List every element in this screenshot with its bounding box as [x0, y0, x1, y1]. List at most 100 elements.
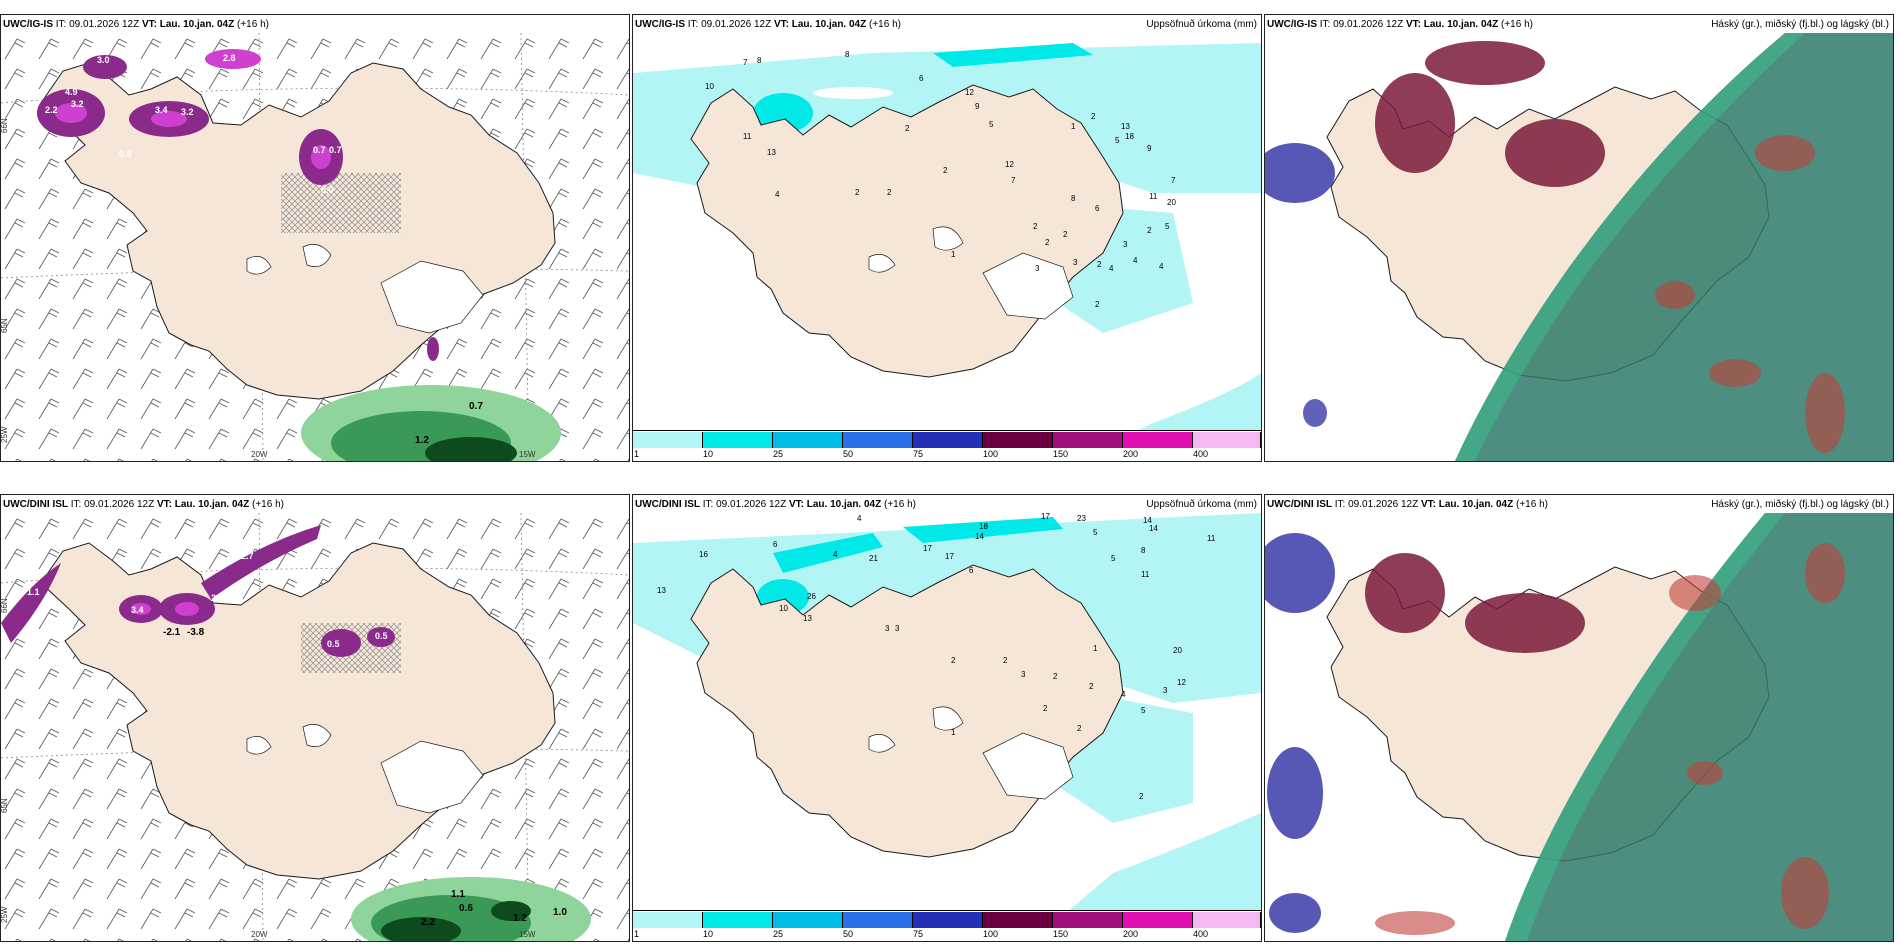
wind-value: 4.9	[65, 87, 78, 97]
precip-label: 8	[1071, 194, 1076, 203]
panel-ig-wind: UWC/IG-IS IT: 09.01.2026 12Z VT: Lau. 10…	[0, 14, 630, 462]
precip-label: 1	[1093, 644, 1098, 653]
colorbar-tick: 75	[913, 929, 924, 939]
precip-label: 3	[895, 624, 900, 633]
colorbar-swatch	[913, 912, 983, 928]
precip-label: 2	[855, 188, 860, 197]
precip-label: 9	[1147, 144, 1152, 153]
panel-right-title: Uppsöfnuð úrkoma (mm)	[1146, 499, 1257, 510]
precip-label: 5	[1111, 554, 1116, 563]
colorbar: 1 10 25 50 75 100 150 200 400	[633, 910, 1261, 941]
precip-label: 2	[1053, 672, 1058, 681]
precip-label: 20	[1167, 198, 1176, 207]
wind-value: 2.1	[211, 593, 224, 603]
precip-label: 7	[743, 58, 748, 67]
colorbar-swatch	[843, 432, 913, 448]
precip-label: 2	[1063, 230, 1068, 239]
cloud-high-low	[1265, 533, 1585, 933]
wind-value: 2.2	[421, 917, 435, 928]
wind-value: 0.7	[469, 401, 483, 412]
cloud-low-red	[1655, 135, 1845, 453]
panel-right-title: Háský (gr.), miðský (fj.bl.) og lágský (…	[1711, 499, 1889, 510]
wind-value: 0.7	[313, 145, 326, 155]
panel-header: UWC/IG-IS IT: 09.01.2026 12Z VT: Lau. 10…	[3, 19, 269, 30]
colorbar-tick: 400	[1193, 929, 1209, 939]
colorbar-swatch	[633, 432, 703, 448]
colorbar-tick: 75	[913, 449, 924, 459]
precip-label: 4	[1109, 264, 1114, 273]
lon-label: 25W	[1, 426, 9, 443]
colorbar-swatch	[773, 432, 843, 448]
precip-label: 2	[1097, 260, 1102, 269]
cloud-map	[1265, 513, 1893, 941]
precip-label: 18	[1125, 132, 1134, 141]
precip-label: 2	[951, 656, 956, 665]
precip-label: 4	[857, 514, 862, 523]
lon-label: 15W	[519, 450, 536, 459]
lon-label: 20W	[251, 450, 268, 459]
precip-label: 4	[1121, 690, 1126, 699]
colorbar-tick: 50	[843, 449, 854, 459]
wind-value: 3.0	[97, 55, 110, 65]
precip-label: 14	[1143, 516, 1152, 525]
precip-label: 1	[1071, 122, 1076, 131]
precip-label: 23	[1077, 514, 1086, 523]
precip-label: 3	[1163, 686, 1168, 695]
precip-label: 5	[1093, 528, 1098, 537]
precip-label: 12	[1005, 160, 1014, 169]
precip-label: 2	[1139, 792, 1144, 801]
wind-value: 0.5	[327, 639, 340, 649]
precip-label: 16	[699, 550, 708, 559]
colorbar-swatch	[983, 912, 1053, 928]
wind-value: 3.4	[155, 105, 168, 115]
colorbar-swatch	[1053, 432, 1123, 448]
precip-label: 2	[1091, 112, 1096, 121]
precip-label: 2	[1003, 656, 1008, 665]
precip-label: 7	[1171, 176, 1176, 185]
colorbar-tick: 1	[634, 929, 640, 939]
panel-right-title: Uppsöfnuð úrkoma (mm)	[1146, 19, 1257, 30]
panel-dini-wind: UWC/DINI ISL IT: 09.01.2026 12Z VT: Lau.…	[0, 494, 630, 942]
wind-value: 1.0	[553, 907, 567, 918]
colorbar-swatch	[843, 912, 913, 928]
wind-value: 2.2	[45, 105, 58, 115]
precip-label: 2	[1147, 226, 1152, 235]
colorbar-swatch	[703, 432, 773, 448]
precip-label: 13	[803, 614, 812, 623]
colorbar-swatch	[1123, 432, 1193, 448]
precip-green	[301, 385, 561, 461]
colorbar-tick: 25	[773, 929, 784, 939]
precip-label: 17	[1041, 513, 1050, 521]
precip-label: 4	[833, 550, 838, 559]
precip-label: 6	[1095, 204, 1100, 213]
colorbar-swatch	[983, 432, 1053, 448]
precip-label: 8	[1141, 546, 1146, 555]
panel-ig-cloud: UWC/IG-IS IT: 09.01.2026 12Z VT: Lau. 10…	[1264, 14, 1894, 462]
colorbar: 1 10 25 50 75 100 150 200 400	[633, 430, 1261, 461]
precip-label: 11	[1141, 570, 1150, 579]
panel-header: UWC/IG-IS IT: 09.01.2026 12Z VT: Lau. 10…	[635, 19, 901, 30]
lon-label: 15W	[519, 930, 536, 939]
precip-label: 1	[951, 250, 956, 259]
cloud-map	[1265, 33, 1893, 461]
lon-label: 25W	[1, 906, 9, 923]
iceland-land	[690, 564, 1124, 858]
precip-purple	[37, 49, 439, 361]
colorbar-tick: 10	[703, 449, 714, 459]
hatch-area	[281, 173, 401, 233]
wind-value: 3.2	[181, 107, 194, 117]
glaciers	[868, 706, 1074, 800]
colorbar-tick: 200	[1123, 449, 1139, 459]
precip-label: 13	[767, 148, 776, 157]
precip-purple	[1, 525, 395, 657]
wind-value: 0.6	[459, 903, 473, 914]
wind-map: 3.0 2.8 4.9 3.2 2.2 3.4 3.2 0.8 0.7 0.7 …	[1, 33, 629, 461]
colorbar-swatch	[1193, 432, 1261, 448]
precip-label: 12	[1177, 678, 1186, 687]
wind-map: 2.7 1.1 3.4 2.1 0.5 0.5 -2.1 -3.8 1.1 0.…	[1, 513, 629, 941]
cloud-mid-band	[1505, 513, 1893, 941]
colorbar-tick: 150	[1053, 929, 1069, 939]
colorbar-tick: 150	[1053, 449, 1069, 459]
colorbar-tick: 1	[634, 449, 640, 459]
panel-header: UWC/IG-IS IT: 09.01.2026 12Z VT: Lau. 10…	[1267, 19, 1533, 30]
